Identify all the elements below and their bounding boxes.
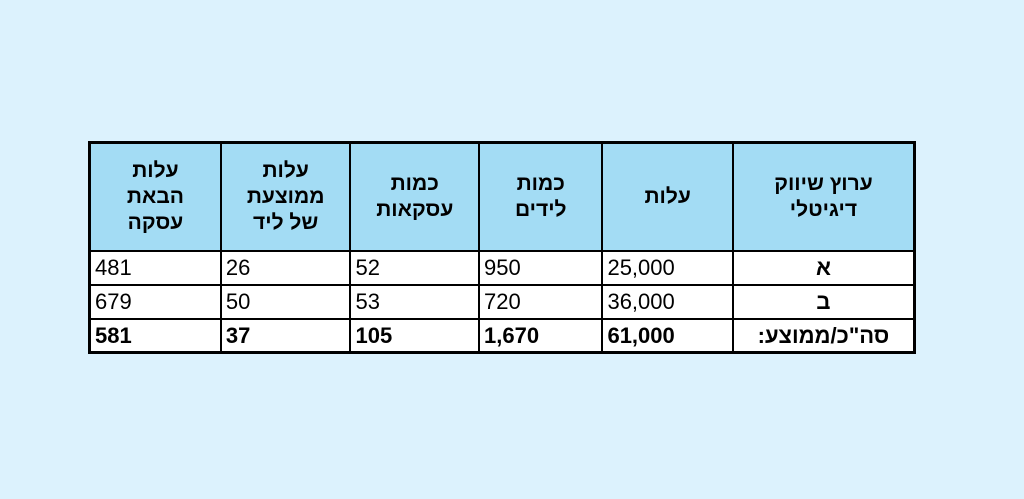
table-body: א 25,000 950 52 26 481 ב 36,000 720 53 50 679 סה"כ/מ… [88, 250, 916, 354]
header-line: עלות [644, 185, 691, 208]
header-cell: ערוץ שיווק דיגיטלי [731, 141, 916, 252]
header-line: עלות [262, 159, 309, 182]
cell: 481 [88, 250, 222, 286]
data-table: ערוץ שיווק דיגיטלי עלות כמות לידים כמות עסקאות… [88, 141, 916, 354]
header-line: ממוצעת [246, 185, 325, 208]
cell: 25,000 [601, 250, 734, 286]
header-cell: עלות [601, 141, 734, 252]
header-line: עלות [132, 159, 179, 182]
header-line: דיגיטלי [789, 198, 858, 221]
table-row: א 25,000 950 52 26 481 [88, 250, 916, 286]
table-row: ב 36,000 720 53 50 679 [88, 284, 916, 320]
cell: 36,000 [601, 284, 734, 320]
header-cell: עלות הבאת עסקה [88, 141, 222, 252]
cell: 720 [478, 284, 604, 320]
header-row: ערוץ שיווק דיגיטלי עלות כמות לידים כמות עסקאות… [88, 141, 916, 252]
cell: 37 [219, 318, 352, 354]
header-line: כמות [516, 172, 565, 195]
cell: 26 [219, 250, 352, 286]
header-line: של ליד [253, 211, 319, 234]
header-cell: כמות עסקאות [349, 141, 481, 252]
cell: 53 [349, 284, 481, 320]
header-line: עסקה [127, 211, 184, 234]
cell: 581 [88, 318, 222, 354]
cell: 950 [478, 250, 604, 286]
header-line: כמות [390, 172, 439, 195]
cell: 1,670 [478, 318, 604, 354]
cell: 105 [349, 318, 481, 354]
row-label: ב [731, 284, 916, 320]
header-cell: עלות ממוצעת של ליד [219, 141, 352, 252]
table-row: סה"כ/ממוצע: 61,000 1,670 105 37 581 [88, 318, 916, 354]
cell: 52 [349, 250, 481, 286]
header-line: לידים [514, 198, 567, 221]
row-label: א [731, 250, 916, 286]
cell: 679 [88, 284, 222, 320]
cell: 50 [219, 284, 352, 320]
header-cell: כמות לידים [478, 141, 604, 252]
cell: 61,000 [601, 318, 734, 354]
header-line: הבאת [126, 185, 184, 208]
row-label: סה"כ/ממוצע: [731, 318, 916, 354]
header-line: ערוץ שיווק [774, 172, 873, 195]
header-line: עסקאות [376, 198, 454, 221]
